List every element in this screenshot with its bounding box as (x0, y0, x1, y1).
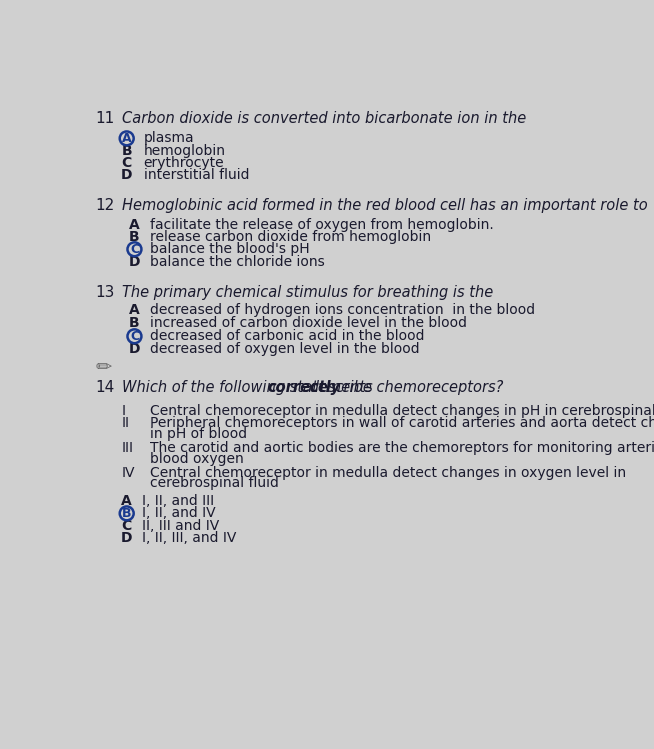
Text: Central chemoreceptor in medulla detect changes in pH in cerebrospinal fluid: Central chemoreceptor in medulla detect … (150, 404, 654, 418)
Text: I, II, and III: I, II, and III (142, 494, 215, 508)
Text: C: C (122, 519, 132, 533)
Text: balance the chloride ions: balance the chloride ions (150, 255, 324, 269)
Text: hemoglobin: hemoglobin (144, 144, 226, 158)
Text: in pH of blood: in pH of blood (150, 427, 247, 441)
Text: C: C (122, 156, 132, 170)
Text: facilitate the release of oxygen from hemoglobin.: facilitate the release of oxygen from he… (150, 218, 494, 231)
Text: Peripheral chemoreceptors in wall of carotid arteries and aorta detect changes: Peripheral chemoreceptors in wall of car… (150, 416, 654, 431)
Text: III: III (122, 441, 134, 455)
Text: decreased of carbonic acid in the blood: decreased of carbonic acid in the blood (150, 330, 424, 343)
Text: decreased of hydrogen ions concentration  in the blood: decreased of hydrogen ions concentration… (150, 303, 535, 317)
Text: describe chemoreceptors?: describe chemoreceptors? (305, 380, 504, 395)
Text: D: D (121, 169, 133, 182)
Text: cerebrospinal fluid: cerebrospinal fluid (150, 476, 279, 491)
Text: I, II, III, and IV: I, II, III, and IV (142, 531, 237, 545)
Text: 11: 11 (95, 112, 115, 127)
Text: C: C (130, 330, 139, 343)
Text: D: D (121, 531, 133, 545)
Text: Which of the following statements: Which of the following statements (122, 380, 377, 395)
Text: I, II, and IV: I, II, and IV (142, 506, 216, 521)
Text: Carbon dioxide is converted into bicarbonate ion in the: Carbon dioxide is converted into bicarbo… (122, 112, 526, 127)
Text: ✏: ✏ (95, 358, 112, 377)
Text: decreased of oxygen level in the blood: decreased of oxygen level in the blood (150, 342, 420, 357)
Text: II, III and IV: II, III and IV (142, 519, 220, 533)
Text: correctly: correctly (267, 380, 340, 395)
Text: release carbon dioxide from hemoglobin: release carbon dioxide from hemoglobin (150, 230, 431, 244)
Text: A: A (129, 303, 140, 317)
Text: C: C (130, 243, 139, 255)
Text: A: A (129, 218, 140, 231)
Text: erythrocyte: erythrocyte (144, 156, 224, 170)
Text: 12: 12 (95, 198, 115, 213)
Text: D: D (129, 255, 140, 269)
Text: A: A (122, 132, 131, 145)
Text: II: II (122, 416, 130, 431)
Text: B: B (129, 230, 140, 244)
Text: B: B (122, 144, 132, 158)
Text: B: B (129, 316, 140, 330)
Text: interstitial fluid: interstitial fluid (144, 169, 249, 182)
Text: A: A (122, 494, 132, 508)
Text: B: B (122, 507, 131, 520)
Text: plasma: plasma (144, 131, 194, 145)
Text: The carotid and aortic bodies are the chemoreptors for monitoring arterial: The carotid and aortic bodies are the ch… (150, 441, 654, 455)
Text: The primary chemical stimulus for breathing is the: The primary chemical stimulus for breath… (122, 285, 493, 300)
Text: IV: IV (122, 466, 135, 479)
Text: Hemoglobinic acid formed in the red blood cell has an important role to: Hemoglobinic acid formed in the red bloo… (122, 198, 648, 213)
Text: balance the blood's pH: balance the blood's pH (150, 242, 309, 256)
Text: increased of carbon dioxide level in the blood: increased of carbon dioxide level in the… (150, 316, 467, 330)
Text: 13: 13 (95, 285, 115, 300)
Text: blood oxygen: blood oxygen (150, 452, 244, 466)
Text: Central chemoreceptor in medulla detect changes in oxygen level in: Central chemoreceptor in medulla detect … (150, 466, 626, 479)
Text: I: I (122, 404, 126, 418)
Text: 14: 14 (95, 380, 115, 395)
Text: D: D (129, 342, 140, 357)
